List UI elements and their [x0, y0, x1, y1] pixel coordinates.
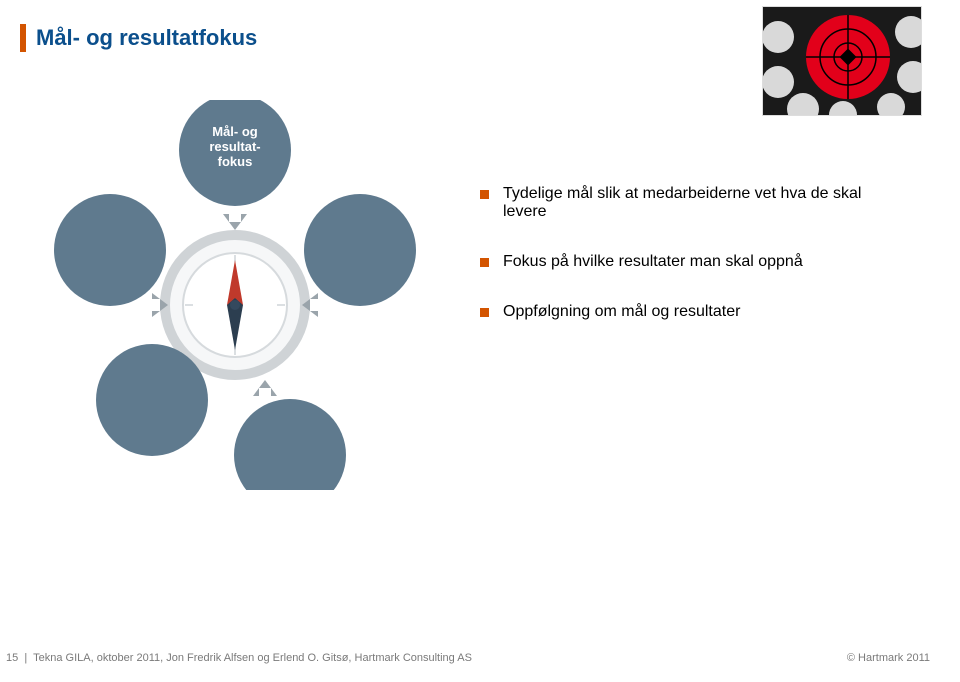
bullet-marker: [480, 308, 489, 317]
diagram-node-bottom: [234, 399, 346, 490]
compass-pin: [230, 300, 240, 310]
bullet-item: Oppfølgning om mål og resultater: [480, 303, 900, 321]
diagram-node-bottom-left: [96, 344, 208, 456]
diagram-node-label: fokus: [218, 154, 253, 169]
slide: Mål- og resultatfokus: [0, 0, 960, 682]
bullet-text: Oppfølgning om mål og resultater: [503, 303, 740, 321]
disc: [763, 21, 794, 53]
diagram-node-label: Mål- og: [212, 124, 258, 139]
bullet-item: Tydelige mål slik at medarbeiderne vet h…: [480, 185, 900, 221]
bullet-item: Fokus på hvilke resultater man skal oppn…: [480, 253, 900, 271]
title-accent-bar: [20, 24, 26, 52]
footer-left: 15 | Tekna GILA, oktober 2011, Jon Fredr…: [6, 652, 472, 664]
bullet-marker: [480, 258, 489, 267]
footer-right: © Hartmark 2011: [847, 652, 930, 664]
bullet-marker: [480, 190, 489, 199]
footer: 15 | Tekna GILA, oktober 2011, Jon Fredr…: [0, 652, 960, 670]
diagram-svg: Mål- ogresultat-fokus: [40, 100, 430, 490]
top-right-image: [762, 6, 922, 116]
circle-diagram: Mål- ogresultat-fokus: [40, 100, 430, 490]
page-number: 15: [6, 652, 18, 664]
bullet-list: Tydelige mål slik at medarbeiderne vet h…: [480, 185, 900, 353]
diagram-node-left: [54, 194, 166, 306]
bullet-text: Tydelige mål slik at medarbeiderne vet h…: [503, 185, 900, 221]
slide-title: Mål- og resultatfokus: [20, 24, 257, 52]
bullet-text: Fokus på hvilke resultater man skal oppn…: [503, 253, 803, 271]
footer-left-text: Tekna GILA, oktober 2011, Jon Fredrik Al…: [33, 652, 472, 664]
title-text: Mål- og resultatfokus: [36, 25, 257, 51]
diagram-node-label: resultat-: [209, 139, 260, 154]
disc: [763, 66, 794, 98]
diagram-node-right: [304, 194, 416, 306]
target-icon: [763, 7, 922, 116]
